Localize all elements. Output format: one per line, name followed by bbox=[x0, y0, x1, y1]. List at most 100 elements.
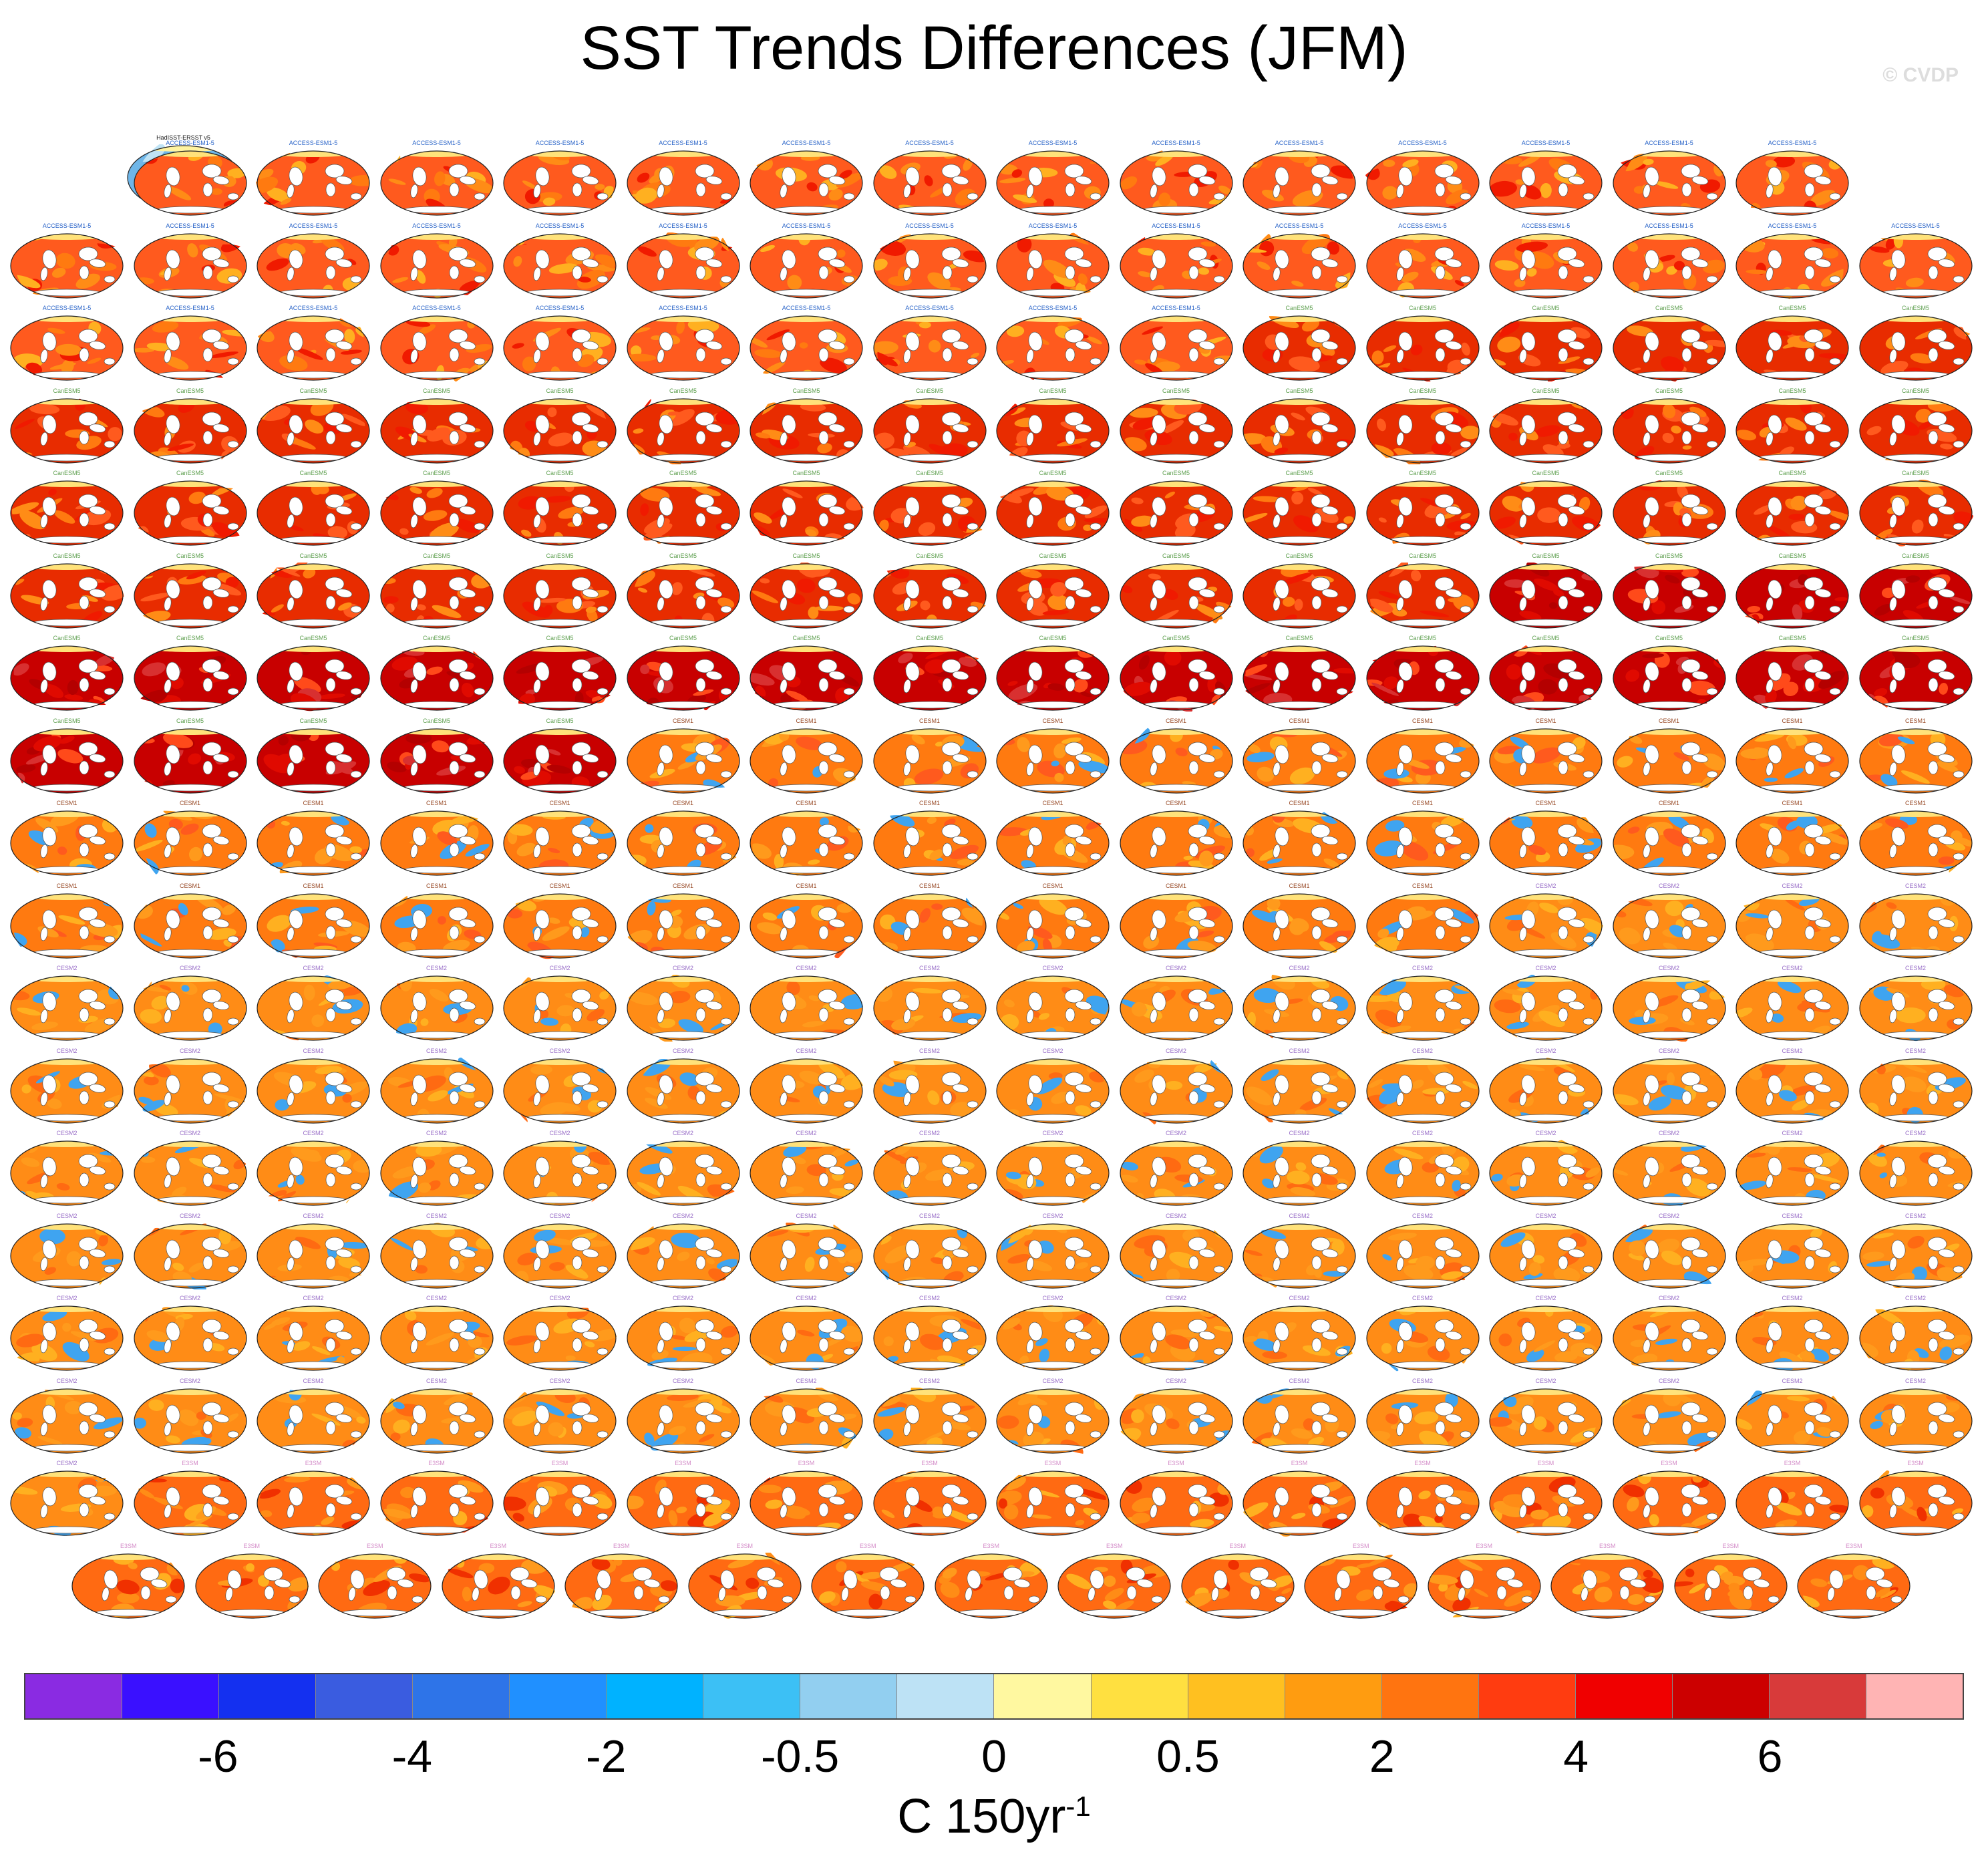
map-panel: CESM2 bbox=[256, 964, 371, 1042]
map-panel: ACCESS-ESM1-5 bbox=[502, 222, 617, 299]
panel-label: CESM2 bbox=[1042, 1047, 1063, 1054]
globe-map bbox=[750, 150, 863, 216]
panel-label: ACCESS-ESM1-5 bbox=[289, 140, 338, 146]
land-mass bbox=[1804, 512, 1815, 527]
map-panel: CanESM5 bbox=[379, 552, 494, 629]
land-mass bbox=[1681, 842, 1691, 857]
land-mass bbox=[780, 267, 788, 281]
map-panel: CanESM5 bbox=[749, 469, 864, 547]
land-mass bbox=[448, 329, 468, 343]
trend-patch bbox=[167, 443, 194, 451]
land-mass bbox=[448, 659, 468, 673]
land-mass bbox=[1681, 512, 1691, 527]
land-mass bbox=[942, 1173, 952, 1187]
panel-label: CanESM5 bbox=[1655, 387, 1683, 394]
globe-map bbox=[995, 398, 1110, 464]
land-mass bbox=[1434, 1072, 1454, 1086]
trend-patch bbox=[1004, 371, 1013, 379]
panel-label: ACCESS-ESM1-5 bbox=[1768, 222, 1817, 229]
land-mass bbox=[780, 184, 788, 198]
land-mass bbox=[1829, 605, 1841, 613]
land-mass bbox=[1829, 1265, 1841, 1273]
trend-patch bbox=[1218, 185, 1231, 194]
globe-map bbox=[257, 1058, 370, 1124]
land-mass bbox=[597, 440, 609, 448]
trend-patch bbox=[924, 175, 933, 186]
map-panel: CESM2 bbox=[1488, 964, 1603, 1042]
land-mass bbox=[448, 907, 468, 921]
land-mass bbox=[818, 1072, 838, 1086]
land-mass bbox=[227, 770, 238, 778]
trend-patch bbox=[341, 413, 367, 426]
trend-patch bbox=[633, 428, 643, 434]
panel-label: CanESM5 bbox=[1162, 387, 1190, 394]
land-mass bbox=[1064, 412, 1084, 426]
land-mass bbox=[1766, 267, 1774, 281]
land-mass bbox=[1953, 935, 1964, 943]
land-mass bbox=[325, 824, 345, 838]
land-mass bbox=[942, 595, 952, 609]
panel-label: CanESM5 bbox=[53, 470, 81, 476]
land-mass bbox=[449, 1173, 459, 1187]
map-panel: CESM2 bbox=[1118, 1212, 1234, 1289]
panel-label: ACCESS-ESM1-5 bbox=[1275, 222, 1324, 229]
globe-outline bbox=[1365, 150, 1480, 216]
land-mass bbox=[967, 522, 978, 530]
land-mass bbox=[325, 512, 336, 527]
land-mass bbox=[535, 331, 550, 351]
land-mass bbox=[79, 925, 90, 939]
land-mass bbox=[1149, 184, 1158, 198]
land-mass bbox=[325, 164, 345, 178]
panel-label: CanESM5 bbox=[176, 470, 204, 476]
globe-map bbox=[257, 1305, 370, 1371]
panel-label: ACCESS-ESM1-5 bbox=[1768, 140, 1817, 146]
land-mass bbox=[1311, 1237, 1331, 1251]
globe-map bbox=[257, 1140, 370, 1207]
land-mass bbox=[202, 494, 221, 508]
land-mass bbox=[1804, 742, 1824, 756]
trend-patch bbox=[186, 243, 198, 257]
globe-map bbox=[1858, 232, 1973, 299]
land-mass bbox=[104, 1183, 116, 1191]
globe-map bbox=[1365, 727, 1480, 794]
map-panel: CESM2 bbox=[9, 1294, 124, 1372]
panel-label: CanESM5 bbox=[1901, 635, 1930, 641]
globe-map bbox=[379, 1140, 494, 1206]
land-mass bbox=[1706, 1018, 1717, 1026]
globe-map bbox=[133, 810, 247, 876]
land-mass bbox=[1804, 1007, 1815, 1022]
map-panel: CESM1 bbox=[1119, 799, 1234, 877]
map-panel: CanESM5 bbox=[379, 717, 494, 794]
land-mass bbox=[656, 432, 665, 446]
land-mass bbox=[942, 1090, 952, 1104]
globe-map bbox=[996, 645, 1110, 711]
map-panel: CESM2 bbox=[1735, 1212, 1850, 1289]
land-mass bbox=[720, 440, 731, 448]
land-mass bbox=[1927, 1072, 1947, 1086]
land-mass bbox=[325, 907, 345, 921]
land-mass bbox=[1311, 742, 1331, 756]
map-panel: CESM2 bbox=[502, 1047, 617, 1124]
trend-patch bbox=[542, 197, 556, 206]
land-mass bbox=[459, 176, 476, 185]
panel-label: CESM1 bbox=[1658, 717, 1679, 724]
land-mass bbox=[1213, 687, 1224, 695]
map-panel: CESM2 bbox=[133, 964, 248, 1042]
trend-patch bbox=[1401, 159, 1419, 168]
land-mass bbox=[448, 824, 468, 838]
map-panel: ACCESS-ESM1-5 bbox=[872, 304, 987, 381]
globe-map bbox=[749, 645, 863, 711]
globe-map bbox=[503, 975, 617, 1041]
land-mass bbox=[1152, 166, 1166, 186]
land-mass bbox=[459, 341, 476, 350]
land-mass bbox=[1188, 595, 1198, 609]
panel-label: CanESM5 bbox=[1655, 635, 1683, 641]
trend-patch bbox=[547, 407, 557, 417]
map-panel: CanESM5 bbox=[872, 387, 987, 464]
land-mass bbox=[1583, 935, 1595, 943]
panel-label: CESM1 bbox=[1042, 717, 1063, 724]
globe-map bbox=[1612, 480, 1726, 546]
land-mass bbox=[843, 1018, 855, 1026]
map-panel: CESM2 bbox=[379, 964, 494, 1042]
globe-map bbox=[1735, 645, 1849, 711]
